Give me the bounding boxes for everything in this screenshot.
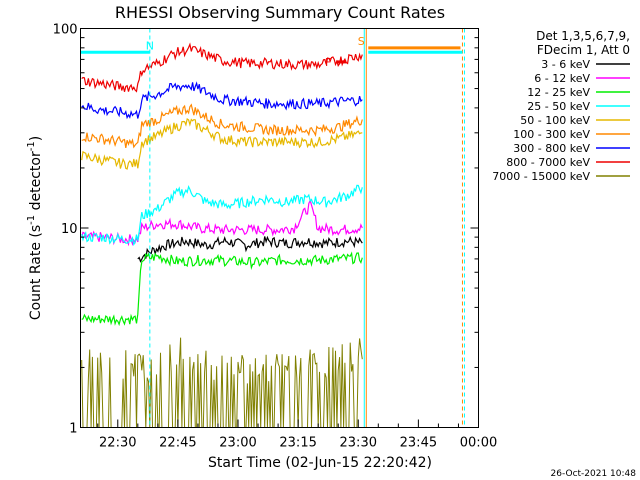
series-line-1 (81, 198, 363, 247)
legend-label-4: 50 - 100 keV (520, 114, 590, 127)
series-line-5 (81, 103, 363, 149)
legend-label-2: 12 - 25 keV (527, 86, 590, 99)
axis-ticks: 22:30 22:45 23:00 23:15 23:30 23:45 00:00 1 10 10… (53, 23, 498, 451)
chart-title: RHESSI Observing Summary Count Rates (115, 3, 445, 22)
series-line-7 (81, 42, 363, 93)
x-tick-label-4: 23:30 (340, 436, 377, 451)
x-tick-label-0: 22:30 (99, 436, 136, 451)
x-tick-label-2: 23:00 (219, 436, 256, 451)
y-axis-label-sup-2: -1 (26, 141, 37, 151)
legend-label-8: 7000 - 15000 keV (492, 170, 590, 183)
series-line-0 (137, 235, 363, 263)
y-axis-label: Count Rate (s-1 detector-1) (26, 136, 44, 320)
legend-label-0: 3 - 6 keV (541, 58, 590, 71)
x-tick-label-1: 22:45 (159, 436, 196, 451)
series-line-2 (81, 251, 363, 327)
x-tick-label-6: 00:00 (460, 436, 497, 451)
x-tick-label-3: 23:15 (279, 436, 316, 451)
flag-label-1: S (358, 35, 365, 48)
x-tick-label-5: 23:45 (400, 436, 437, 451)
legend-label-7: 800 - 7000 keV (506, 156, 590, 169)
y-tick-label-1: 10 (61, 222, 78, 237)
series-line-6 (81, 81, 363, 120)
y-tick-label-0: 1 (69, 422, 77, 437)
flag-label-2: F (325, 56, 331, 69)
series-line-4 (81, 118, 363, 170)
legend-header-line-2: FDecim 1, Att 0 (537, 43, 630, 57)
y-axis-label-main: Count Rate (s (28, 225, 44, 320)
legend-label-6: 300 - 800 keV (513, 142, 590, 155)
timestamp: 26-Oct-2021 10:48 (551, 469, 637, 479)
flag-label-0: N (146, 39, 154, 52)
legend-label-1: 6 - 12 keV (534, 72, 590, 85)
legend-label-3: 25 - 50 keV (527, 100, 590, 113)
series-line-3 (81, 184, 363, 247)
legend-label-5: 100 - 300 keV (513, 128, 590, 141)
y-axis-label-mid: detector (28, 151, 44, 215)
series-line-8 (81, 337, 363, 428)
legend: Det 1,3,5,6,7,9, FDecim 1, Att 0 3 - 6 k… (492, 29, 630, 183)
plot-area: N S F (80, 28, 465, 428)
x-axis-label: Start Time (02-Jun-15 22:20:42) (208, 455, 432, 471)
legend-header-line-1: Det 1,3,5,6,7,9, (536, 29, 630, 43)
y-tick-label-2: 100 (53, 23, 78, 38)
y-axis-label-sup-1: -1 (26, 215, 37, 225)
y-axis-label-end: ) (28, 136, 44, 141)
